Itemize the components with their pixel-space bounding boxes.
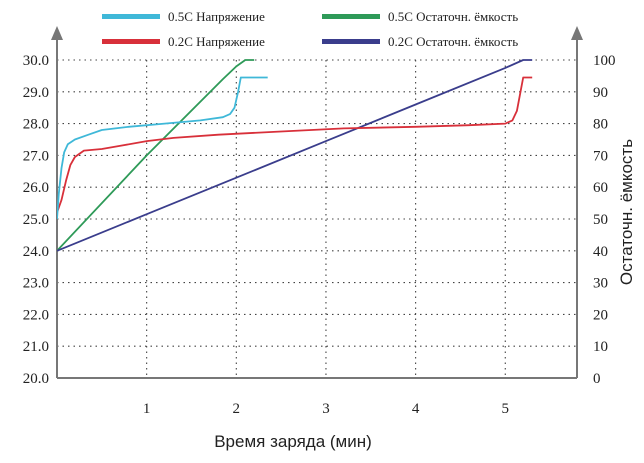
series-line-0 (57, 76, 268, 220)
right-axis-arrow (571, 26, 583, 40)
y2-tick-label: 90 (593, 85, 608, 101)
y2-tick-label: 40 (593, 244, 608, 260)
tick-labels: 30.0 29.0 28.0 27.0 26.0 25.0 24.0 23.0 22.0 21.0… (23, 53, 616, 417)
legend-label: 0.2C Напряжение (168, 34, 265, 49)
legend: 0.5C Напряжение 0.2C Напряжение 0.5C Остат… (102, 9, 518, 49)
legend-swatch (102, 14, 160, 19)
grid (57, 59, 577, 378)
y2-tick-label: 20 (593, 307, 608, 323)
y2-tick-label: 70 (593, 148, 608, 164)
y2-tick-label: 50 (593, 212, 608, 228)
y-tick-label: 29.0 (23, 85, 49, 101)
y2-tick-label: 100 (593, 53, 616, 69)
series-line-2 (57, 59, 255, 252)
axes (51, 26, 583, 379)
legend-label: 0.2C Остаточн. ёмкость (388, 34, 518, 49)
y2-tick-label: 30 (593, 276, 608, 292)
x-tick-label: 2 (233, 401, 241, 417)
x-tick-label: 3 (322, 401, 330, 417)
y-tick-label: 28.0 (23, 117, 49, 133)
left-axis-arrow (51, 26, 63, 40)
legend-swatch (322, 14, 380, 19)
y-tick-label: 21.0 (23, 339, 49, 355)
y-tick-label: 23.0 (23, 276, 49, 292)
y-tick-label: 30.0 (23, 53, 49, 69)
y2-tick-label: 10 (593, 339, 608, 355)
y-tick-label: 26.0 (23, 180, 49, 196)
y-tick-label: 24.0 (23, 244, 49, 260)
series-lines (57, 59, 533, 252)
y-tick-label: 20.0 (23, 371, 49, 387)
x-axis-title: Время заряда (мин) (214, 432, 372, 451)
y2-tick-label: 0 (593, 371, 601, 387)
legend-label: 0.5C Остаточн. ёмкость (388, 9, 518, 24)
legend-swatch (322, 39, 380, 44)
y-tick-label: 22.0 (23, 307, 49, 323)
series-line-1 (57, 76, 533, 213)
right-axis-title: Остаточн. ёмкость (617, 139, 636, 285)
x-tick-label: 1 (143, 401, 151, 417)
series-line-3 (57, 59, 533, 252)
y-tick-label: 25.0 (23, 212, 49, 228)
legend-label: 0.5C Напряжение (168, 9, 265, 24)
y2-tick-label: 60 (593, 180, 608, 196)
y2-tick-label: 80 (593, 117, 608, 133)
x-tick-label: 5 (502, 401, 510, 417)
y-tick-label: 27.0 (23, 148, 49, 164)
legend-swatch (102, 39, 160, 44)
x-tick-label: 4 (412, 401, 420, 417)
